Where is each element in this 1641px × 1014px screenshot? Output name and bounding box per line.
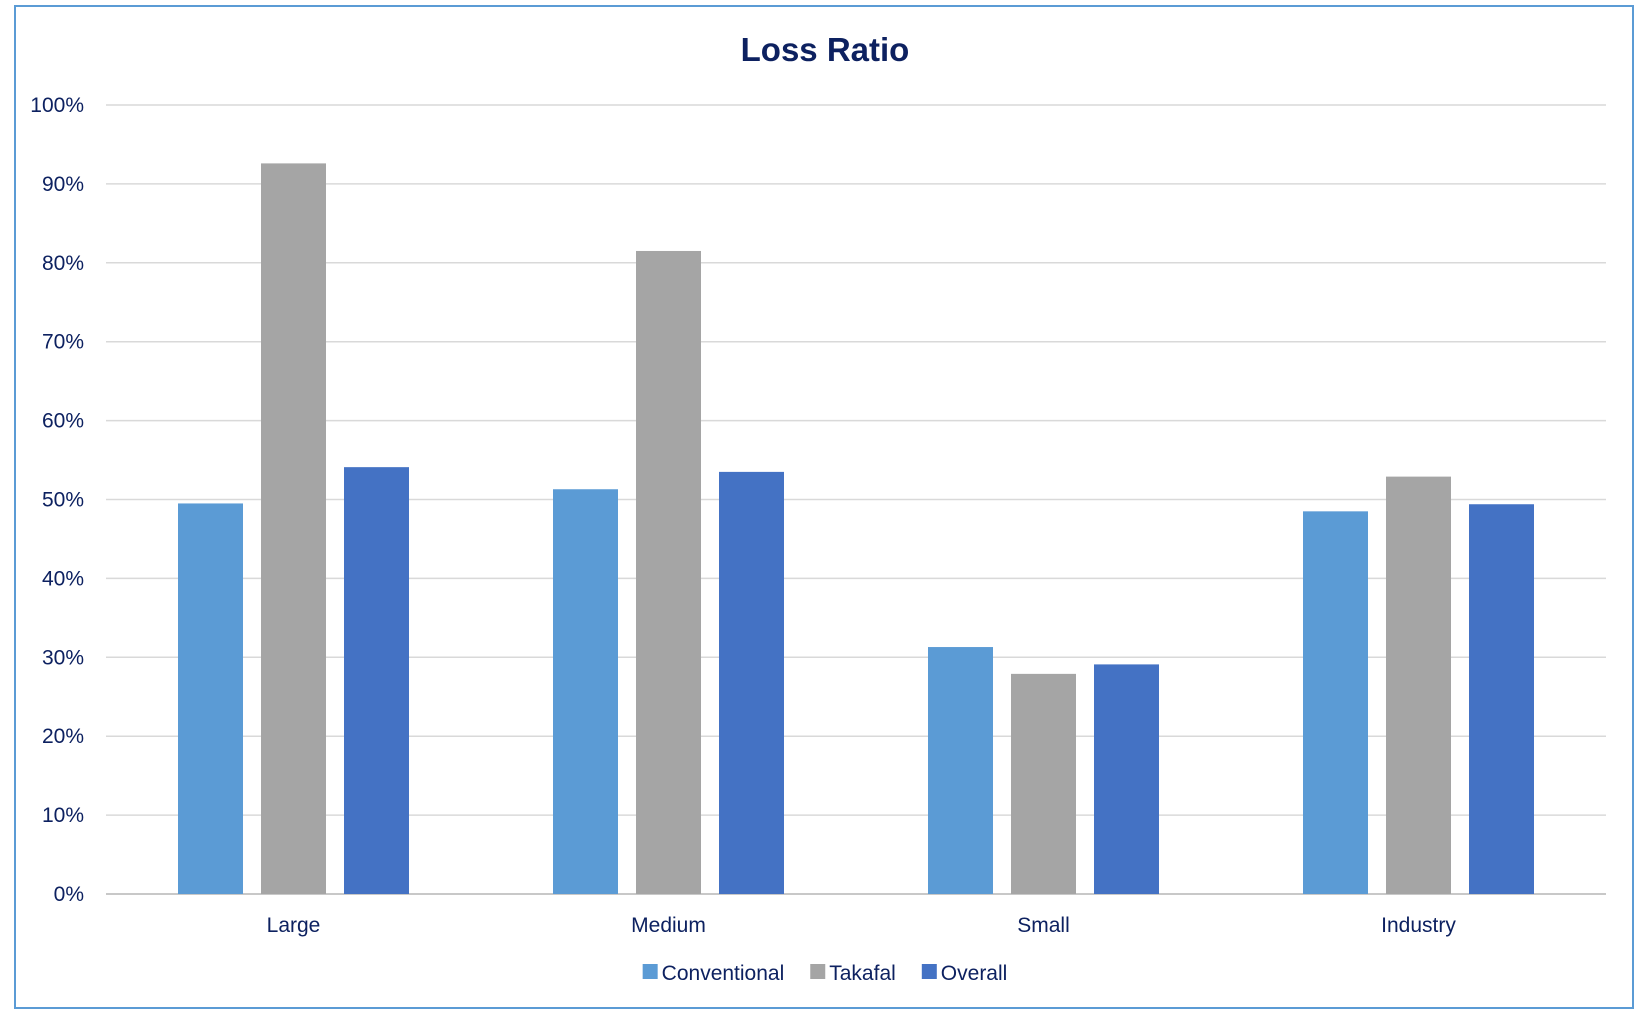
bar-conventional-medium — [553, 489, 618, 894]
y-tick-label: 50% — [42, 489, 84, 512]
y-tick-label: 80% — [42, 252, 84, 275]
legend-item-conventional: Conventional — [642, 962, 785, 985]
x-tick-label: Large — [267, 914, 321, 937]
y-tick-label: 10% — [42, 804, 84, 827]
bar-takafal-large — [261, 163, 326, 895]
legend-label: Takafal — [829, 962, 896, 985]
x-tick-label: Small — [1017, 914, 1070, 937]
bars — [178, 163, 1534, 895]
bar-takafal-industry — [1386, 476, 1451, 894]
legend: Conventional Takafal Overall — [642, 962, 1008, 985]
bar-takafal-small — [1011, 673, 1076, 894]
bar-conventional-small — [928, 647, 993, 894]
bar-takafal-medium — [636, 250, 701, 895]
y-tick-label: 40% — [42, 567, 84, 590]
bar-overall-small — [1094, 664, 1159, 894]
y-tick-label: 70% — [42, 331, 84, 354]
y-axis: 0% 10% 20% 30% 40% 50% 60% 70% 80% 90% 100% — [30, 94, 84, 906]
y-tick-label: 90% — [42, 173, 84, 196]
bar-conventional-industry — [1303, 511, 1368, 894]
y-tick-label: 100% — [30, 94, 84, 117]
legend-swatch — [810, 964, 826, 979]
bar-overall-large — [344, 467, 409, 894]
legend-label: Overall — [941, 962, 1008, 985]
y-tick-label: 30% — [42, 646, 84, 669]
x-tick-label: Medium — [631, 914, 706, 937]
x-tick-label: Industry — [1381, 914, 1456, 937]
bar-overall-industry — [1469, 504, 1534, 894]
y-tick-label: 60% — [42, 410, 84, 433]
bar-overall-medium — [719, 471, 784, 894]
legend-item-takafal: Takafal — [810, 962, 896, 985]
y-tick-label: 20% — [42, 725, 84, 748]
legend-label: Conventional — [662, 962, 785, 985]
gridlines — [106, 104, 1606, 895]
legend-item-overall: Overall — [921, 962, 1008, 985]
y-tick-label: 0% — [54, 883, 84, 906]
legend-swatch — [921, 964, 937, 979]
bar-conventional-large — [178, 503, 243, 894]
x-axis: Large Medium Small Industry — [267, 914, 1457, 937]
legend-swatch — [642, 964, 658, 979]
chart-title: Loss Ratio — [741, 31, 910, 68]
